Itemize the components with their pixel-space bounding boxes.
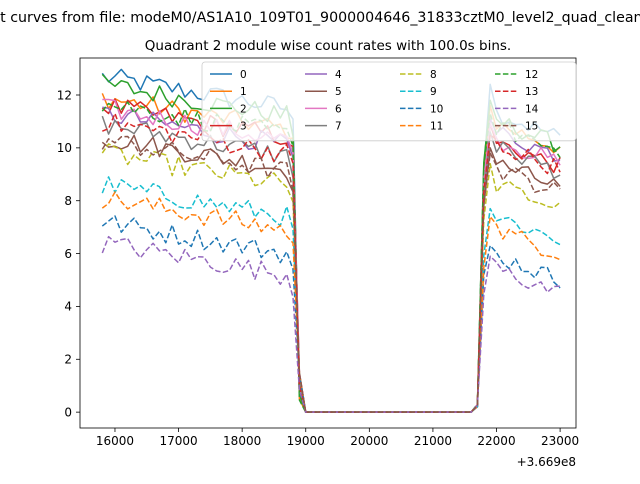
x-tick-label: 20000 <box>350 434 388 448</box>
x-tick-label: 22000 <box>477 434 515 448</box>
y-tick-label: 6 <box>64 247 72 261</box>
series-lines <box>101 68 561 413</box>
y-tick-label: 4 <box>64 300 72 314</box>
x-axis-offset-label: +3.669e8 <box>517 455 576 469</box>
series-line-15 <box>101 135 561 413</box>
legend-label-12: 12 <box>525 69 538 81</box>
legend-label-6: 6 <box>335 103 342 115</box>
figure-suptitle: Light curves from file: modeM0/AS1A10_10… <box>0 10 640 26</box>
legend-label-4: 4 <box>335 69 342 81</box>
x-tick-label: 21000 <box>414 434 452 448</box>
axes-frame <box>79 57 577 429</box>
legend-label-3: 3 <box>240 121 247 133</box>
legend-label-2: 2 <box>240 103 247 115</box>
x-tick-label: 16000 <box>96 434 134 448</box>
x-tick-label: 23000 <box>541 434 579 448</box>
x-tick-label: 19000 <box>287 434 325 448</box>
legend-label-7: 7 <box>335 121 342 133</box>
y-tick-label: 10 <box>57 141 72 155</box>
legend-label-13: 13 <box>525 86 538 98</box>
legend-label-14: 14 <box>525 103 539 115</box>
legend-label-5: 5 <box>335 86 342 98</box>
legend-label-15: 15 <box>525 121 538 133</box>
plot-area: 16000 17000 18000 19000 20000 21000 22000 23000… <box>57 57 579 448</box>
legend-label-11: 11 <box>430 121 443 133</box>
x-tick-label: 17000 <box>159 434 197 448</box>
legend-label-10: 10 <box>430 103 443 115</box>
chart-title: Quadrant 2 module wise count rates with … <box>145 38 511 54</box>
y-tick-label: 2 <box>64 353 72 367</box>
y-tick-label: 12 <box>57 88 72 102</box>
legend-label-0: 0 <box>240 69 247 81</box>
legend-label-1: 1 <box>240 86 247 98</box>
legend-label-9: 9 <box>430 86 437 98</box>
legend-label-8: 8 <box>430 69 437 81</box>
x-tick-label: 18000 <box>223 434 261 448</box>
legend-box <box>201 61 577 142</box>
y-tick-label: 8 <box>64 194 72 208</box>
y-tick-label: 0 <box>64 405 72 419</box>
